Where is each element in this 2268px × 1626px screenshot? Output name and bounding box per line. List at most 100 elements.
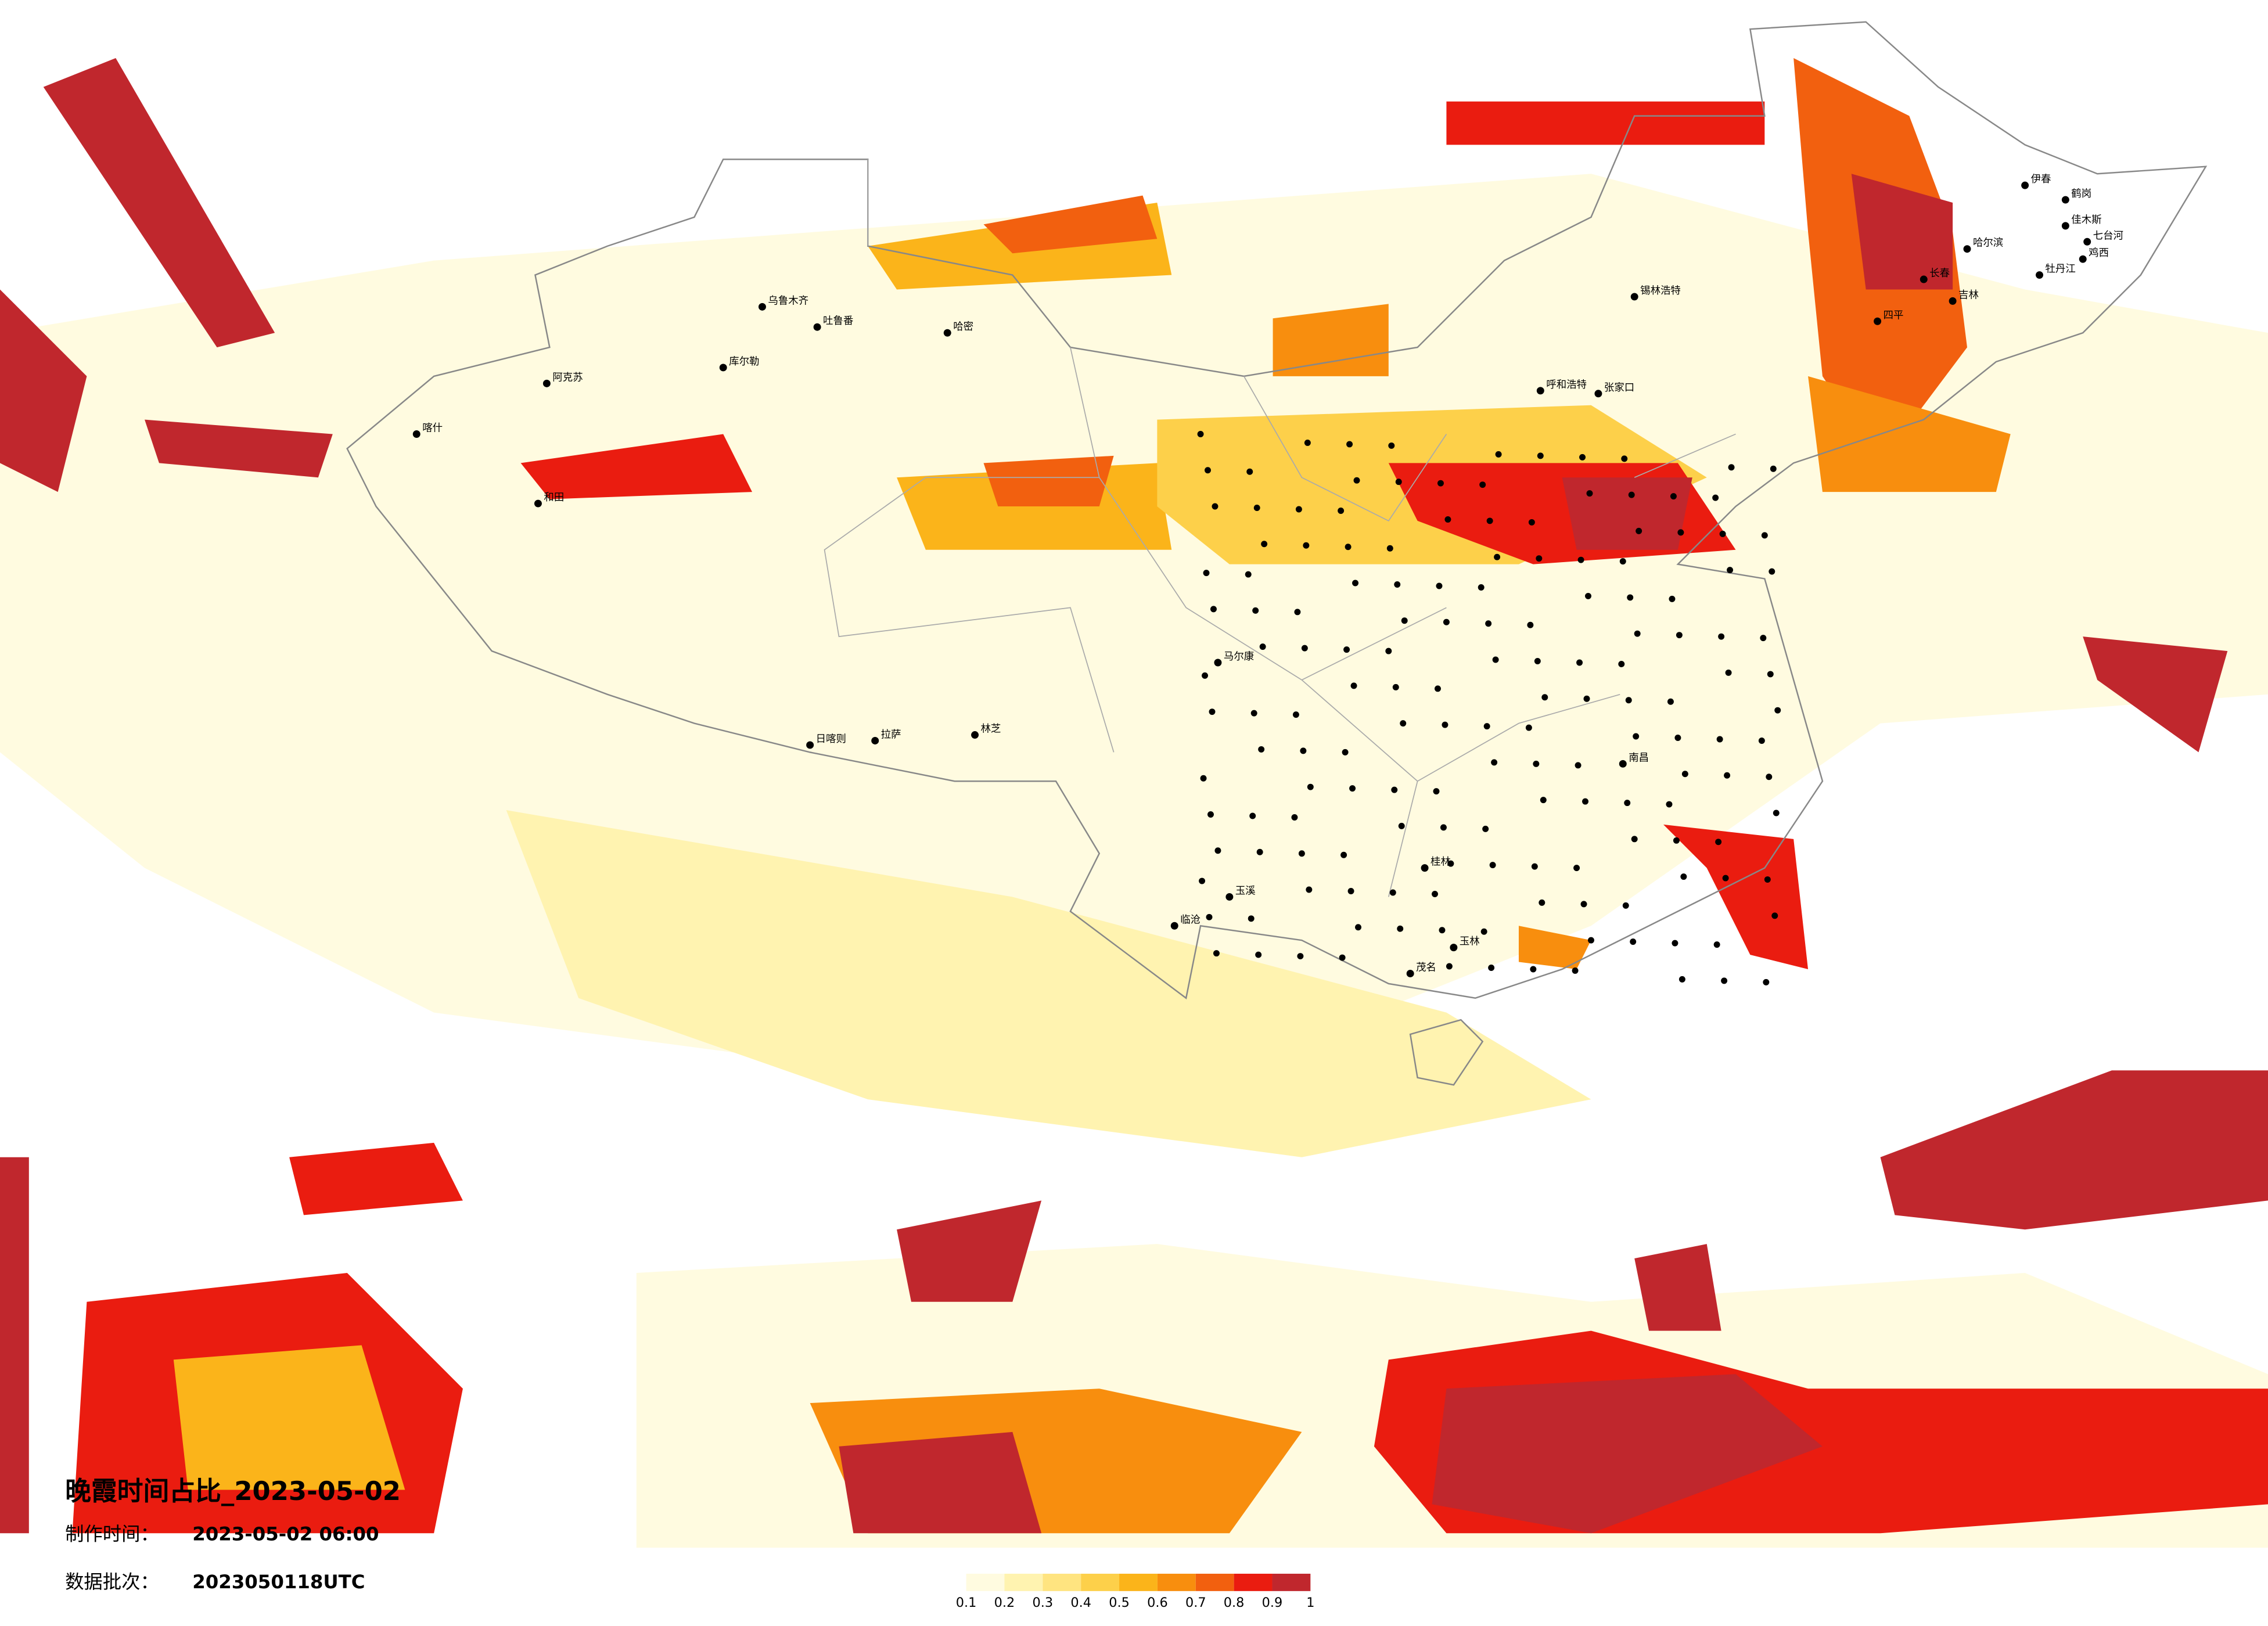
city-label: 喀什 xyxy=(422,423,443,434)
city-dot xyxy=(1540,797,1547,804)
city-label: 阿克苏 xyxy=(552,372,583,383)
city-label: 四平 xyxy=(1884,310,1904,321)
city-dot xyxy=(1727,567,1734,574)
city-dot xyxy=(1347,888,1354,894)
city-dot xyxy=(1761,532,1768,539)
city-dot xyxy=(1624,800,1631,807)
city-dot xyxy=(1250,710,1257,717)
city-dot xyxy=(1439,927,1446,934)
city-dot xyxy=(1435,685,1441,692)
city-dot xyxy=(1433,788,1440,795)
city-dot xyxy=(1391,786,1398,793)
city-dot xyxy=(1338,508,1345,514)
city-dot xyxy=(1406,969,1414,977)
city-label: 七台河 xyxy=(2093,230,2123,242)
city-dot xyxy=(1353,477,1360,484)
city-dot xyxy=(1669,595,1676,602)
city-dot xyxy=(1349,785,1356,792)
city-dot xyxy=(1625,697,1632,704)
city-dot xyxy=(1488,964,1495,971)
city-dot xyxy=(1531,863,1538,870)
city-dot xyxy=(1636,527,1642,534)
city-dot xyxy=(1432,890,1438,897)
city-dot xyxy=(1421,864,1429,872)
city-dot xyxy=(1573,865,1580,872)
city-dot xyxy=(1525,724,1532,731)
city-dot xyxy=(1304,439,1311,446)
city-label: 马尔康 xyxy=(1224,651,1254,663)
city-dot xyxy=(1300,747,1307,754)
legend-swatch xyxy=(1043,1573,1081,1591)
heat-layer xyxy=(0,57,2268,1548)
city-label: 锡林浩特 xyxy=(1640,285,1681,297)
city-dot xyxy=(1440,824,1447,831)
city-dot xyxy=(806,741,814,749)
legend-swatch xyxy=(1195,1573,1234,1591)
info-value: 2023050118UTC xyxy=(192,1571,365,1593)
city-label: 哈密 xyxy=(953,321,973,333)
city-label: 玉溪 xyxy=(1235,885,1256,897)
city-dot xyxy=(1261,541,1268,548)
city-dot xyxy=(1486,517,1493,524)
city-dot xyxy=(1170,922,1178,930)
city-dot xyxy=(1722,875,1729,882)
city-dot xyxy=(1202,672,1209,679)
city-dot xyxy=(1212,503,1219,510)
legend-label: 0.5 xyxy=(1109,1595,1130,1610)
city-dot xyxy=(2061,196,2069,204)
city-dot xyxy=(1256,848,1263,855)
city-dot xyxy=(1495,451,1502,458)
city-dot xyxy=(1767,671,1774,678)
city-label: 桂林 xyxy=(1430,857,1451,868)
city-dot xyxy=(1294,609,1301,616)
city-dot xyxy=(1291,814,1298,821)
city-dot xyxy=(2021,181,2029,189)
city-dot xyxy=(1763,979,1770,985)
city-dot xyxy=(1258,746,1265,753)
city-dot xyxy=(1725,669,1732,676)
legend-label: 0.9 xyxy=(1262,1595,1283,1610)
city-dot xyxy=(1630,938,1637,945)
city-dot xyxy=(1339,954,1346,961)
city-dot xyxy=(1769,568,1775,575)
city-dot xyxy=(1764,876,1771,883)
city-dot xyxy=(1963,245,1971,253)
city-dot xyxy=(1200,775,1207,782)
city-dot xyxy=(1398,822,1405,829)
city-dot xyxy=(1587,937,1594,944)
city-dot xyxy=(1672,940,1678,947)
city-dot xyxy=(1530,966,1537,973)
city-label: 吉林 xyxy=(1958,289,1979,301)
city-dot xyxy=(1489,862,1496,869)
city-dot xyxy=(1594,390,1602,398)
city-dot xyxy=(1394,581,1401,588)
city-dot xyxy=(1345,544,1352,551)
city-label: 拉萨 xyxy=(881,729,901,740)
city-dot xyxy=(1572,967,1579,974)
city-dot xyxy=(1719,530,1726,537)
city-dot xyxy=(1528,519,1535,526)
city-dot xyxy=(1527,621,1534,628)
city-label: 南昌 xyxy=(1629,752,1649,764)
city-dot xyxy=(1633,733,1640,740)
city-dot xyxy=(1492,656,1499,663)
city-dot xyxy=(1197,431,1204,437)
city-label: 鹤岗 xyxy=(2071,188,2091,200)
city-dot xyxy=(2079,255,2087,263)
city-dot xyxy=(1343,646,1350,653)
city-dot xyxy=(1214,847,1221,854)
city-dot xyxy=(1667,698,1674,705)
city-dot xyxy=(1246,468,1253,475)
city-dot xyxy=(1478,584,1485,591)
city-dot xyxy=(1355,924,1361,931)
city-dot xyxy=(1483,723,1490,730)
city-dot xyxy=(1580,901,1587,908)
city-dot xyxy=(1631,836,1638,843)
city-dot xyxy=(1627,594,1634,601)
city-dot xyxy=(1443,618,1450,625)
city-label: 和田 xyxy=(544,492,564,503)
city-dot xyxy=(758,303,766,311)
city-dot xyxy=(1388,442,1395,449)
city-dot xyxy=(1728,464,1735,471)
city-dot xyxy=(1674,735,1681,741)
